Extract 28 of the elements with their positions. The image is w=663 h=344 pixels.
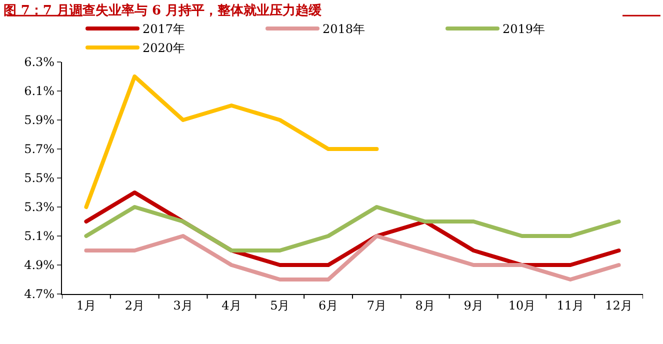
x-tick-label: 12月 [605, 298, 632, 312]
legend-label: 2020年 [142, 41, 186, 56]
legend-label: 2019年 [502, 22, 546, 36]
y-tick-label: 6.1% [24, 84, 55, 98]
x-tick-label: 2月 [124, 298, 144, 312]
y-tick-label: 5.5% [24, 171, 55, 186]
y-tick-label: 5.3% [24, 200, 55, 214]
y-tick-label: 6.3% [24, 55, 55, 70]
x-tick-label: 1月 [76, 298, 96, 312]
y-tick-label: 5.1% [24, 229, 55, 244]
y-tick-label: 4.7% [24, 287, 55, 302]
y-tick-label: 4.9% [24, 258, 55, 272]
line-series [84, 74, 379, 209]
x-tick-label: 10月 [508, 298, 536, 312]
x-tick-label: 4月 [222, 298, 242, 312]
legend-label: 2017年 [142, 22, 186, 36]
x-tick-label: 8月 [415, 298, 435, 312]
x-tick-label: 7月 [366, 298, 387, 312]
line-series [84, 205, 621, 252]
x-tick-label: 11月 [556, 298, 584, 312]
x-tick-label: 3月 [173, 298, 193, 312]
y-tick-label: 5.7% [24, 142, 55, 156]
legend-label: 2018年 [322, 22, 366, 36]
x-tick-label: 5月 [270, 298, 290, 312]
line-series [84, 234, 621, 282]
y-tick-label: 5.9% [24, 113, 55, 128]
x-tick-label: 6月 [318, 298, 338, 312]
x-tick-label: 9月 [464, 298, 484, 312]
